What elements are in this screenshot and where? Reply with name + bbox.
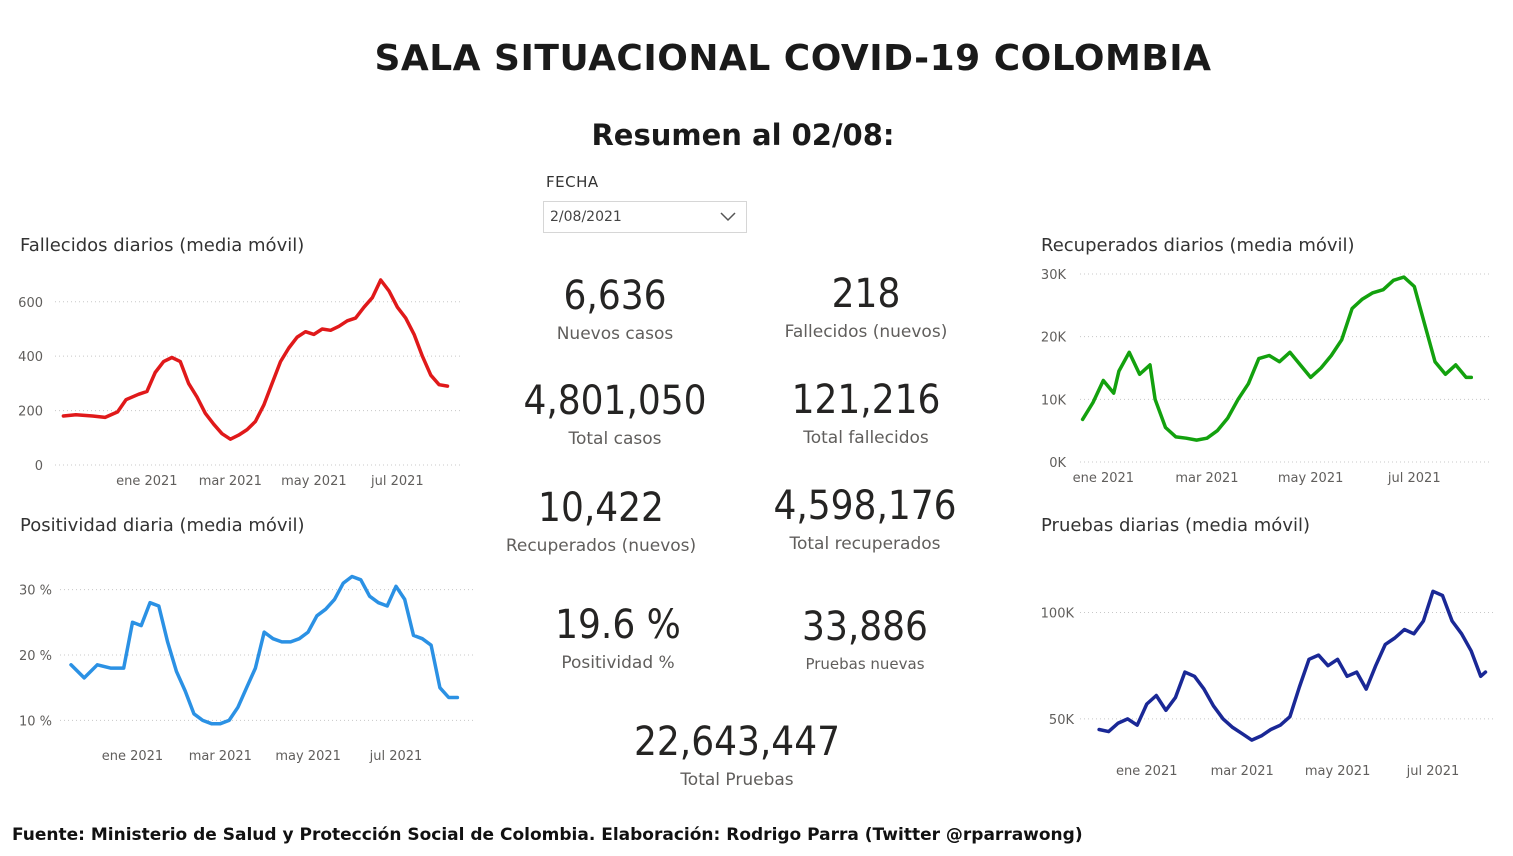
- x-tick-label: may 2021: [1278, 471, 1344, 486]
- kpi-recuperados-nuevos: 10,422 Recuperados (nuevos): [481, 488, 721, 556]
- chart-positividad: 10 % 20 % 30 % ene 2021 mar 2021 may 2021 jul …: [19, 574, 475, 764]
- y-tick-label: 30 %: [19, 584, 52, 599]
- kpi-value: 6,636: [563, 273, 667, 319]
- kpi-label: Nuevos casos: [556, 324, 674, 344]
- x-tick-label: mar 2021: [1211, 764, 1274, 779]
- page-title: SALA SITUACIONAL COVID-19 COLOMBIA: [374, 38, 1212, 79]
- chevron-down-icon: [720, 212, 736, 222]
- kpi-value: 22,643,447: [634, 719, 840, 765]
- date-filter-label: FECHA: [546, 173, 599, 191]
- x-tick-label: jul 2021: [370, 474, 424, 489]
- kpi-label: Total casos: [568, 429, 662, 449]
- kpi-total-pruebas: 22,643,447 Total Pruebas: [607, 722, 867, 790]
- chart-title-fallecidos: Fallecidos diarios (media móvil): [20, 235, 305, 256]
- kpi-value: 4,598,176: [773, 483, 957, 529]
- x-tick-label: ene 2021: [102, 749, 163, 764]
- series-line-positividad: [69, 574, 460, 726]
- series-line-recuperados: [1080, 275, 1474, 442]
- kpi-value: 218: [831, 271, 901, 317]
- x-tick-label: mar 2021: [189, 749, 252, 764]
- date-filter-value: 2/08/2021: [550, 209, 622, 225]
- y-tick-label: 30K: [1041, 268, 1067, 283]
- series-line-fallecidos: [61, 278, 450, 441]
- chart-title-pruebas: Pruebas diarias (media móvil): [1041, 515, 1310, 536]
- source-footer: Fuente: Ministerio de Salud y Protección…: [12, 825, 1083, 845]
- chart-title-recuperados: Recuperados diarios (media móvil): [1041, 235, 1355, 256]
- kpi-nuevos-casos: 6,636 Nuevos casos: [515, 276, 715, 344]
- y-tick-label: 0: [35, 459, 43, 474]
- x-tick-label: may 2021: [275, 749, 341, 764]
- x-tick-label: mar 2021: [1175, 471, 1238, 486]
- x-tick-label: mar 2021: [199, 474, 262, 489]
- series-line-pruebas: [1097, 589, 1488, 742]
- kpi-label: Total fallecidos: [803, 428, 929, 448]
- date-filter-dropdown[interactable]: 2/08/2021: [543, 201, 747, 233]
- y-tick-label: 10K: [1041, 393, 1067, 408]
- x-tick-label: jul 2021: [369, 749, 423, 764]
- kpi-value: 10,422: [538, 485, 664, 531]
- kpi-total-fallecidos: 121,216 Total fallecidos: [746, 380, 986, 448]
- kpi-label: Fallecidos (nuevos): [784, 322, 948, 342]
- y-tick-label: 50K: [1049, 713, 1075, 728]
- kpi-total-recuperados: 4,598,176 Total recuperados: [740, 486, 990, 554]
- kpi-positividad: 19.6 % Positividad %: [518, 605, 718, 673]
- chart-fallecidos: 0 200 400 600 ene 2021 mar 2021 may 2021 jul 20…: [18, 278, 460, 489]
- y-tick-label: 100K: [1041, 607, 1075, 622]
- kpi-label: Pruebas nuevas: [805, 655, 925, 673]
- y-tick-label: 10 %: [19, 714, 52, 729]
- x-tick-label: ene 2021: [1116, 764, 1177, 779]
- y-tick-label: 200: [18, 405, 43, 420]
- x-tick-label: may 2021: [281, 474, 347, 489]
- y-tick-label: 400: [18, 350, 43, 365]
- y-tick-label: 0K: [1049, 456, 1066, 471]
- kpi-label: Total recuperados: [789, 534, 941, 554]
- chart-recuperados: 0K 10K 20K 30K ene 2021 mar 2021 may 2021 jul 2…: [1041, 268, 1492, 486]
- chart-title-positividad: Positividad diaria (media móvil): [20, 515, 305, 536]
- kpi-total-casos: 4,801,050 Total casos: [495, 381, 735, 449]
- kpi-value: 121,216: [791, 377, 941, 423]
- kpi-fallecidos-nuevos: 218 Fallecidos (nuevos): [766, 274, 966, 342]
- kpi-value: 33,886: [802, 604, 928, 650]
- chart-pruebas: 50K 100K ene 2021 mar 2021 may 2021 jul 2021: [1041, 589, 1495, 779]
- kpi-label: Recuperados (nuevos): [505, 536, 697, 556]
- kpi-value: 4,801,050: [523, 378, 707, 424]
- x-tick-label: ene 2021: [116, 474, 177, 489]
- y-tick-label: 600: [18, 296, 43, 311]
- y-tick-label: 20K: [1041, 331, 1067, 346]
- x-tick-label: may 2021: [1305, 764, 1371, 779]
- kpi-pruebas-nuevas: 33,886 Pruebas nuevas: [765, 607, 965, 673]
- kpi-label: Positividad %: [561, 653, 675, 673]
- x-tick-label: jul 2021: [1387, 471, 1441, 486]
- x-tick-label: ene 2021: [1073, 471, 1134, 486]
- kpi-value: 19.6 %: [555, 602, 681, 648]
- page-subtitle: Resumen al 02/08:: [591, 118, 895, 152]
- x-tick-label: jul 2021: [1406, 764, 1460, 779]
- y-tick-label: 20 %: [19, 649, 52, 664]
- kpi-label: Total Pruebas: [680, 770, 794, 790]
